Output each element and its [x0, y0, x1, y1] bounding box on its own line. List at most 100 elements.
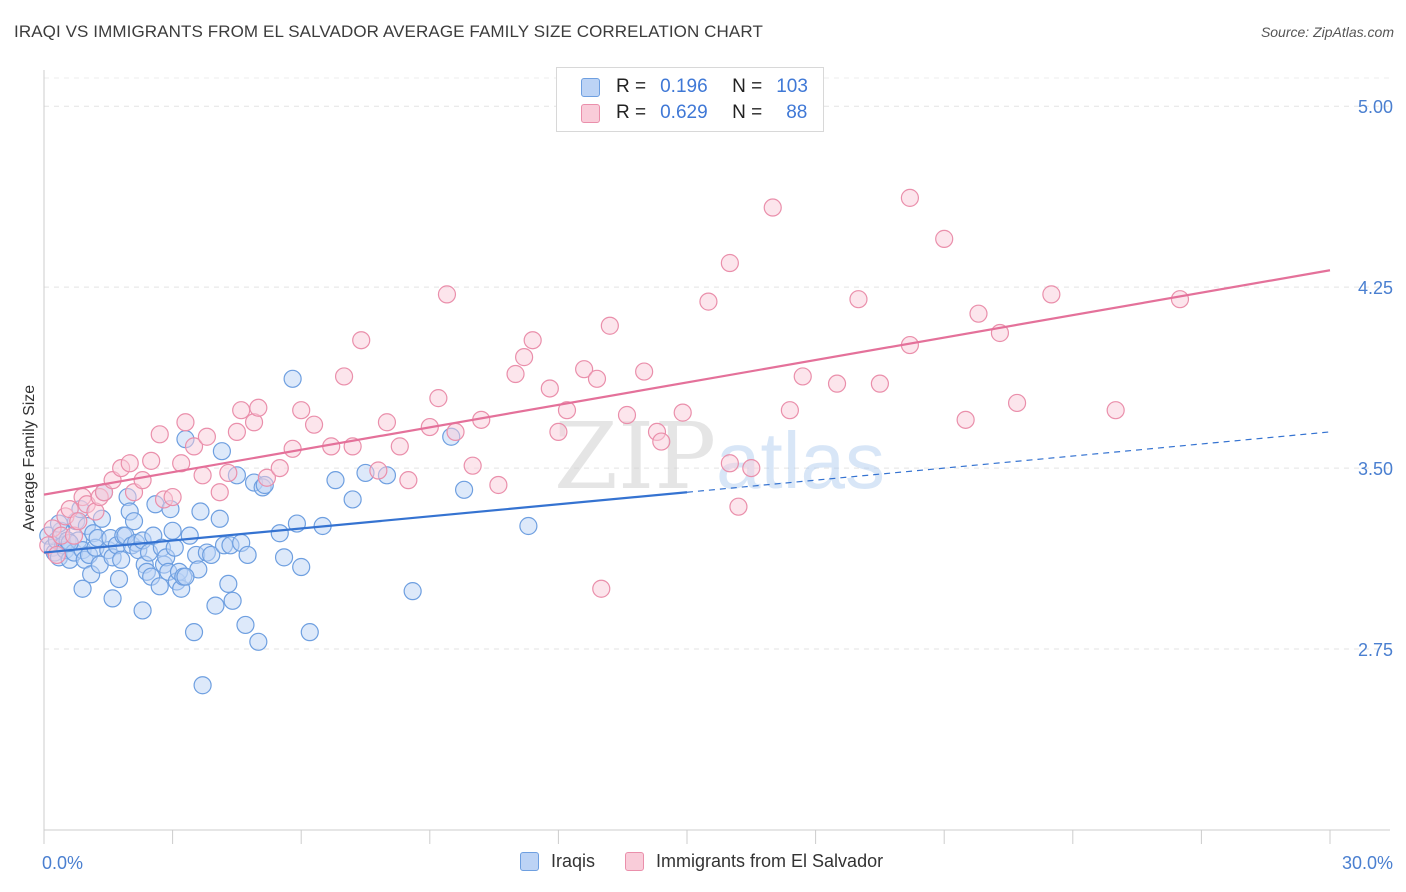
- legend-n-label: N =: [732, 76, 763, 97]
- iraqi-point: [206, 596, 225, 615]
- iraqi-point: [219, 574, 238, 594]
- el-salvador-point: [399, 471, 418, 490]
- el-salvador-point: [549, 422, 568, 442]
- legend-r-value: 0.629: [660, 102, 708, 123]
- iraqi-point: [212, 442, 231, 461]
- legend-n-label: N =: [732, 102, 763, 123]
- iraqi-point: [326, 471, 345, 490]
- el-salvador-point: [969, 304, 988, 323]
- el-salvador-point: [506, 364, 525, 384]
- iraqi-point: [292, 557, 311, 577]
- el-salvador-point: [849, 290, 868, 309]
- iraqi-point: [403, 582, 422, 601]
- el-salvador-point: [870, 374, 890, 393]
- legend-r-value: 0.196: [660, 76, 708, 97]
- iraqi-point: [519, 516, 538, 536]
- x-tick-label: 0.0%: [42, 853, 83, 873]
- iraqi-point: [202, 545, 221, 565]
- el-salvador-point: [304, 415, 324, 434]
- legend-n-value: 88: [786, 102, 808, 123]
- legend-row-el-salvador: R = 0.629 N = 88: [581, 101, 807, 125]
- data-points: [39, 188, 1190, 695]
- el-salvador-point: [227, 422, 246, 442]
- el-salvador-point: [232, 401, 251, 420]
- el-salvador-point: [257, 468, 277, 487]
- el-salvador-point: [150, 425, 169, 444]
- iraqi-point: [191, 502, 210, 521]
- el-salvador-point: [523, 331, 542, 350]
- y-tick-label: 5.00: [1358, 97, 1393, 117]
- el-salvador-point: [377, 413, 397, 432]
- legend-r-label: R =: [616, 76, 647, 97]
- el-salvador-point: [193, 466, 212, 485]
- series-label-iraqis: Iraqis: [551, 851, 596, 871]
- x-tick-label: 30.0%: [1342, 853, 1393, 873]
- iraqi-point: [184, 623, 204, 642]
- el-salvador-point: [600, 316, 619, 335]
- iraqi-point: [210, 509, 229, 528]
- el-salvador-point: [729, 497, 748, 516]
- iraqi-point: [343, 490, 362, 509]
- iraqi-point: [150, 577, 169, 596]
- series-legend: Iraqis Immigrants from El Salvador: [520, 851, 913, 872]
- el-salvador-point: [827, 374, 847, 393]
- el-salvador-point: [270, 458, 289, 478]
- iraqi-point: [270, 524, 289, 543]
- el-salvador-point: [163, 487, 182, 507]
- chart-source: Source: ZipAtlas.com: [1260, 24, 1394, 40]
- iraqi-point: [223, 591, 242, 610]
- el-salvador-point: [587, 369, 607, 388]
- el-salvador-point: [617, 405, 637, 425]
- el-salvador-point: [635, 362, 654, 381]
- el-salvador-point: [1170, 290, 1190, 309]
- series-legend-iraqis: Iraqis: [520, 851, 595, 872]
- legend-swatch-pink: [581, 103, 600, 123]
- series-swatch-blue: [520, 852, 539, 871]
- iraqi-point: [283, 369, 302, 388]
- iraqi-point: [236, 615, 255, 635]
- el-salvador-point: [575, 360, 594, 379]
- iraqi-point: [193, 676, 212, 695]
- el-salvador-point: [557, 401, 577, 420]
- el-salvador-point: [652, 432, 671, 451]
- correlation-legend: R = 0.196 N = 103 R = 0.629 N = 88: [556, 67, 824, 132]
- el-salvador-point: [515, 348, 534, 367]
- iraqi-point: [249, 632, 268, 651]
- el-salvador-point: [1106, 401, 1125, 420]
- el-salvador-point: [1042, 285, 1061, 304]
- el-salvador-point: [592, 579, 611, 598]
- iraqi-point: [300, 623, 319, 642]
- y-tick-label: 2.75: [1358, 640, 1393, 660]
- el-salvador-point: [437, 285, 457, 304]
- iraqi-point: [109, 569, 129, 589]
- series-swatch-pink: [625, 852, 645, 871]
- legend-row-iraqis: R = 0.196 N = 103: [581, 75, 808, 99]
- iraqi-point: [112, 550, 131, 569]
- trend-lines: [43, 269, 1331, 554]
- iraqi-point: [73, 579, 92, 598]
- el-salvador-point: [742, 458, 761, 478]
- el-salvador-point: [1007, 393, 1027, 413]
- axis-labels: 2.75 3.50 4.25 5.00 0.0% 30.0% Average Family …: [21, 97, 1393, 873]
- chart-title: IRAQI VS IMMIGRANTS FROM EL SALVADOR AVE…: [14, 22, 763, 41]
- series-label-el-salvador: Immigrants from El Salvador: [656, 851, 884, 871]
- el-salvador-point: [197, 427, 216, 446]
- el-salvador-point: [352, 331, 371, 350]
- series-legend-el-salvador: Immigrants from El Salvador: [625, 851, 883, 872]
- el-salvador-point: [283, 439, 302, 458]
- el-salvador-point: [540, 379, 559, 398]
- el-salvador-point: [390, 437, 409, 456]
- el-salvador-point: [184, 437, 204, 456]
- iraqi-point: [163, 521, 182, 540]
- iraqi-point: [103, 589, 122, 608]
- el-salvador-point: [780, 401, 799, 420]
- el-salvador-point: [334, 367, 354, 386]
- el-salvador-point: [763, 198, 782, 217]
- el-salvador-point: [720, 454, 739, 473]
- watermark-atlas: atlas: [716, 416, 885, 505]
- iraqi-trend-extension: [686, 431, 1331, 493]
- el-salvador-point: [793, 367, 812, 386]
- el-salvador-point: [935, 229, 954, 248]
- el-salvador-point: [489, 475, 508, 495]
